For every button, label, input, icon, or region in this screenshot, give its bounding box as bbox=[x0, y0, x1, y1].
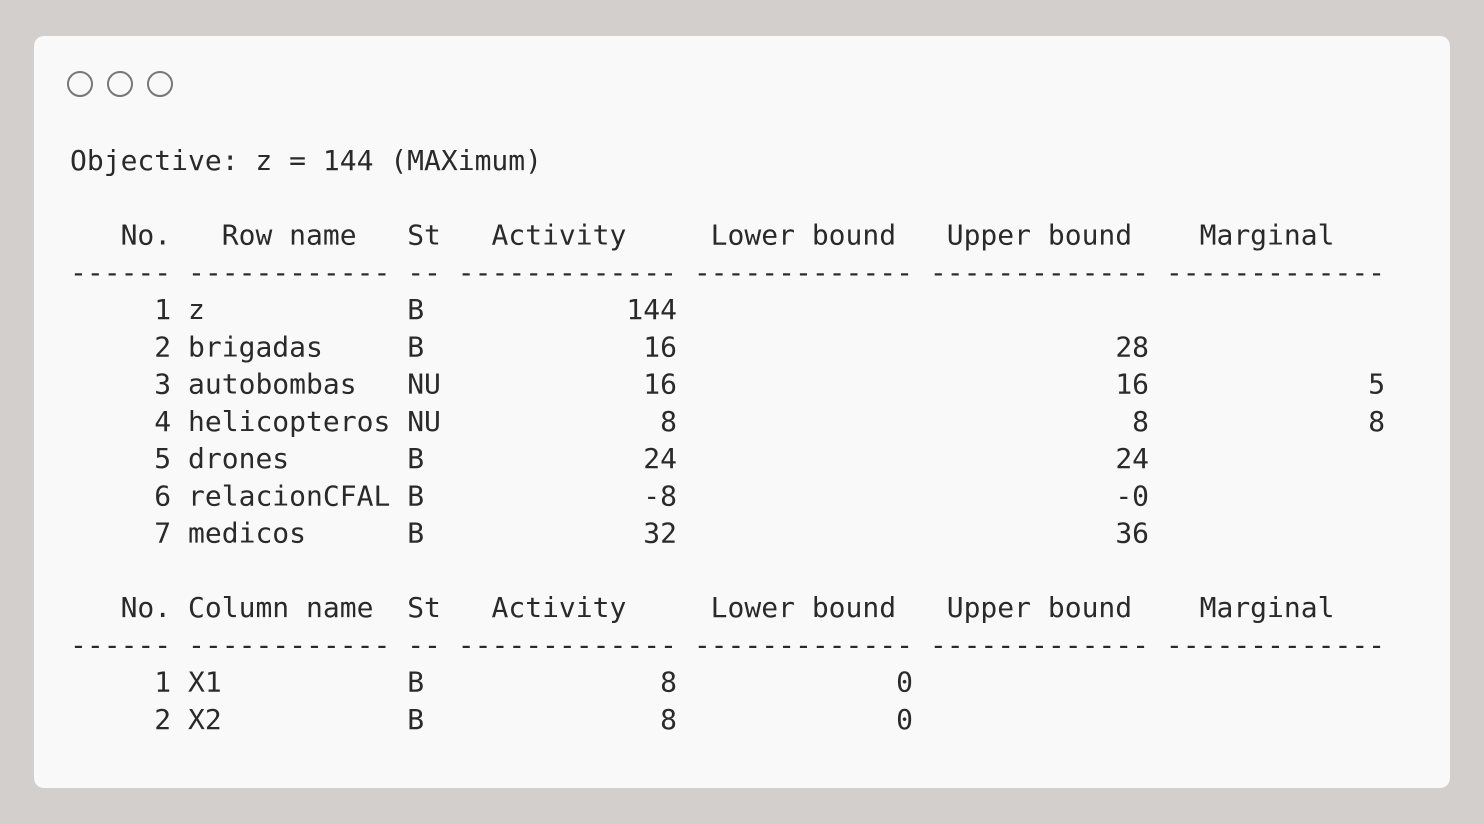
number-cell: 5 bbox=[154, 442, 171, 475]
status-cell: B bbox=[407, 517, 424, 550]
column-header: Lower bound bbox=[711, 591, 896, 624]
lower-bound-cell: 0 bbox=[896, 703, 913, 736]
number-cell: 2 bbox=[154, 703, 171, 736]
separator: ------------- bbox=[694, 628, 913, 661]
number-cell: 1 bbox=[154, 666, 171, 699]
separator: ------ bbox=[70, 256, 171, 289]
column-header: Lower bound bbox=[711, 219, 896, 252]
name-cell: autobombas bbox=[188, 368, 357, 401]
column-header: St bbox=[407, 219, 441, 252]
name-cell: helicopteros bbox=[188, 405, 390, 438]
number-cell: 1 bbox=[154, 293, 171, 326]
column-header: Upper bound bbox=[947, 591, 1132, 624]
activity-cell: 16 bbox=[643, 368, 677, 401]
column-header: Marginal bbox=[1200, 591, 1335, 624]
number-cell: 7 bbox=[154, 517, 171, 550]
number-cell: 3 bbox=[154, 368, 171, 401]
column-header: Upper bound bbox=[947, 219, 1132, 252]
activity-cell: 144 bbox=[626, 293, 677, 326]
upper-bound-cell: 36 bbox=[1115, 517, 1149, 550]
activity-cell: 16 bbox=[643, 330, 677, 363]
status-cell: NU bbox=[407, 405, 441, 438]
name-cell: X2 bbox=[188, 703, 222, 736]
separator: ------------- bbox=[458, 256, 677, 289]
name-cell: X1 bbox=[188, 666, 222, 699]
status-cell: B bbox=[407, 479, 424, 512]
separator: ------------ bbox=[188, 256, 390, 289]
separator: -- bbox=[407, 628, 441, 661]
column-header: Activity bbox=[492, 219, 627, 252]
upper-bound-cell: -0 bbox=[1115, 479, 1149, 512]
upper-bound-cell: 28 bbox=[1115, 330, 1149, 363]
status-cell: B bbox=[407, 703, 424, 736]
activity-cell: 8 bbox=[660, 703, 677, 736]
objective: Objective: z = 144 (MAXimum) bbox=[70, 144, 542, 177]
window-button[interactable] bbox=[107, 71, 133, 97]
upper-bound-cell: 24 bbox=[1115, 442, 1149, 475]
separator: ------------- bbox=[694, 256, 913, 289]
separator: ------------- bbox=[930, 628, 1149, 661]
status-cell: NU bbox=[407, 368, 441, 401]
separator: -- bbox=[407, 256, 441, 289]
activity-cell: 8 bbox=[660, 666, 677, 699]
column-header: Column name bbox=[188, 591, 373, 624]
column-header: Row name bbox=[222, 219, 357, 252]
separator: ------------- bbox=[930, 256, 1149, 289]
number-cell: 4 bbox=[154, 405, 171, 438]
activity-cell: 8 bbox=[660, 405, 677, 438]
window bbox=[34, 36, 1450, 788]
status-cell: B bbox=[407, 442, 424, 475]
name-cell: brigadas bbox=[188, 330, 323, 363]
number-cell: 2 bbox=[154, 330, 171, 363]
upper-bound-cell: 8 bbox=[1132, 405, 1149, 438]
status-cell: B bbox=[407, 293, 424, 326]
lower-bound-cell: 0 bbox=[896, 666, 913, 699]
separator: ------------- bbox=[1166, 256, 1385, 289]
column-header: Marginal bbox=[1200, 219, 1335, 252]
number-cell: 6 bbox=[154, 479, 171, 512]
column-header: No. bbox=[121, 219, 172, 252]
upper-bound-cell: 16 bbox=[1115, 368, 1149, 401]
marginal-cell: 5 bbox=[1368, 368, 1385, 401]
window-button[interactable] bbox=[147, 71, 173, 97]
separator: ------------- bbox=[458, 628, 677, 661]
activity-cell: -8 bbox=[643, 479, 677, 512]
status-cell: B bbox=[407, 330, 424, 363]
name-cell: relacionCFAL bbox=[188, 479, 390, 512]
activity-cell: 32 bbox=[643, 517, 677, 550]
column-header: No. bbox=[121, 591, 172, 624]
marginal-cell: 8 bbox=[1368, 405, 1385, 438]
name-cell: z bbox=[188, 293, 205, 326]
column-header: Activity bbox=[492, 591, 627, 624]
window-button[interactable] bbox=[67, 71, 93, 97]
name-cell: drones bbox=[188, 442, 289, 475]
column-header: St bbox=[407, 591, 441, 624]
separator: ------------ bbox=[188, 628, 390, 661]
activity-cell: 24 bbox=[643, 442, 677, 475]
status-cell: B bbox=[407, 666, 424, 699]
separator: ------------- bbox=[1166, 628, 1385, 661]
name-cell: medicos bbox=[188, 517, 306, 550]
separator: ------ bbox=[70, 628, 171, 661]
